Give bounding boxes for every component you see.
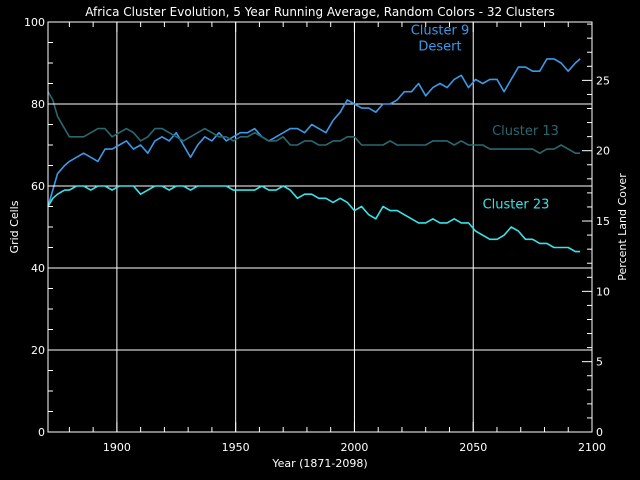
y-tick-label: 100 [24, 16, 45, 29]
y2-tick-label: 10 [596, 285, 610, 298]
y-tick-label: 0 [38, 426, 45, 439]
y2-tick-label: 20 [596, 145, 610, 158]
series-lines [47, 58, 581, 253]
series-line-cluster-13 [47, 91, 581, 154]
y2-tick-label: 0 [596, 426, 603, 439]
y-tick-label: 60 [31, 180, 45, 193]
gridlines [48, 22, 592, 432]
x-tick-label: 1900 [103, 441, 131, 454]
annotation-cluster-13: Cluster 13 [492, 124, 559, 139]
y2-axis-label: Percent Land Cover [616, 173, 629, 281]
annotation-cluster-9: Cluster 9 [411, 23, 470, 38]
y-tick-label: 40 [31, 262, 45, 275]
x-tick-label: 2000 [340, 441, 368, 454]
series-line-cluster-9 [47, 58, 581, 207]
series-line-cluster-23 [47, 185, 581, 253]
y-tick-label: 80 [31, 98, 45, 111]
axes: 1900 1950 2000 2050 2100 0 20 40 60 80 100 0 5 10 15 20… [24, 16, 610, 454]
x-tick-label: 2050 [459, 441, 487, 454]
y-tick-label: 20 [31, 344, 45, 357]
annotation-cluster-9: Desert [418, 39, 461, 54]
chart-title: Africa Cluster Evolution, 5 Year Running… [85, 5, 555, 19]
x-axis-label: Year (1871-2098) [271, 457, 367, 470]
x-tick-label: 2100 [578, 441, 606, 454]
y2-tick-label: 15 [596, 215, 610, 228]
y-axis-label: Grid Cells [8, 200, 21, 253]
annotation-cluster-23: Cluster 23 [483, 198, 550, 213]
y2-tick-label: 5 [596, 356, 603, 369]
x-tick-label: 1950 [222, 441, 250, 454]
y2-tick-label: 25 [596, 74, 610, 87]
